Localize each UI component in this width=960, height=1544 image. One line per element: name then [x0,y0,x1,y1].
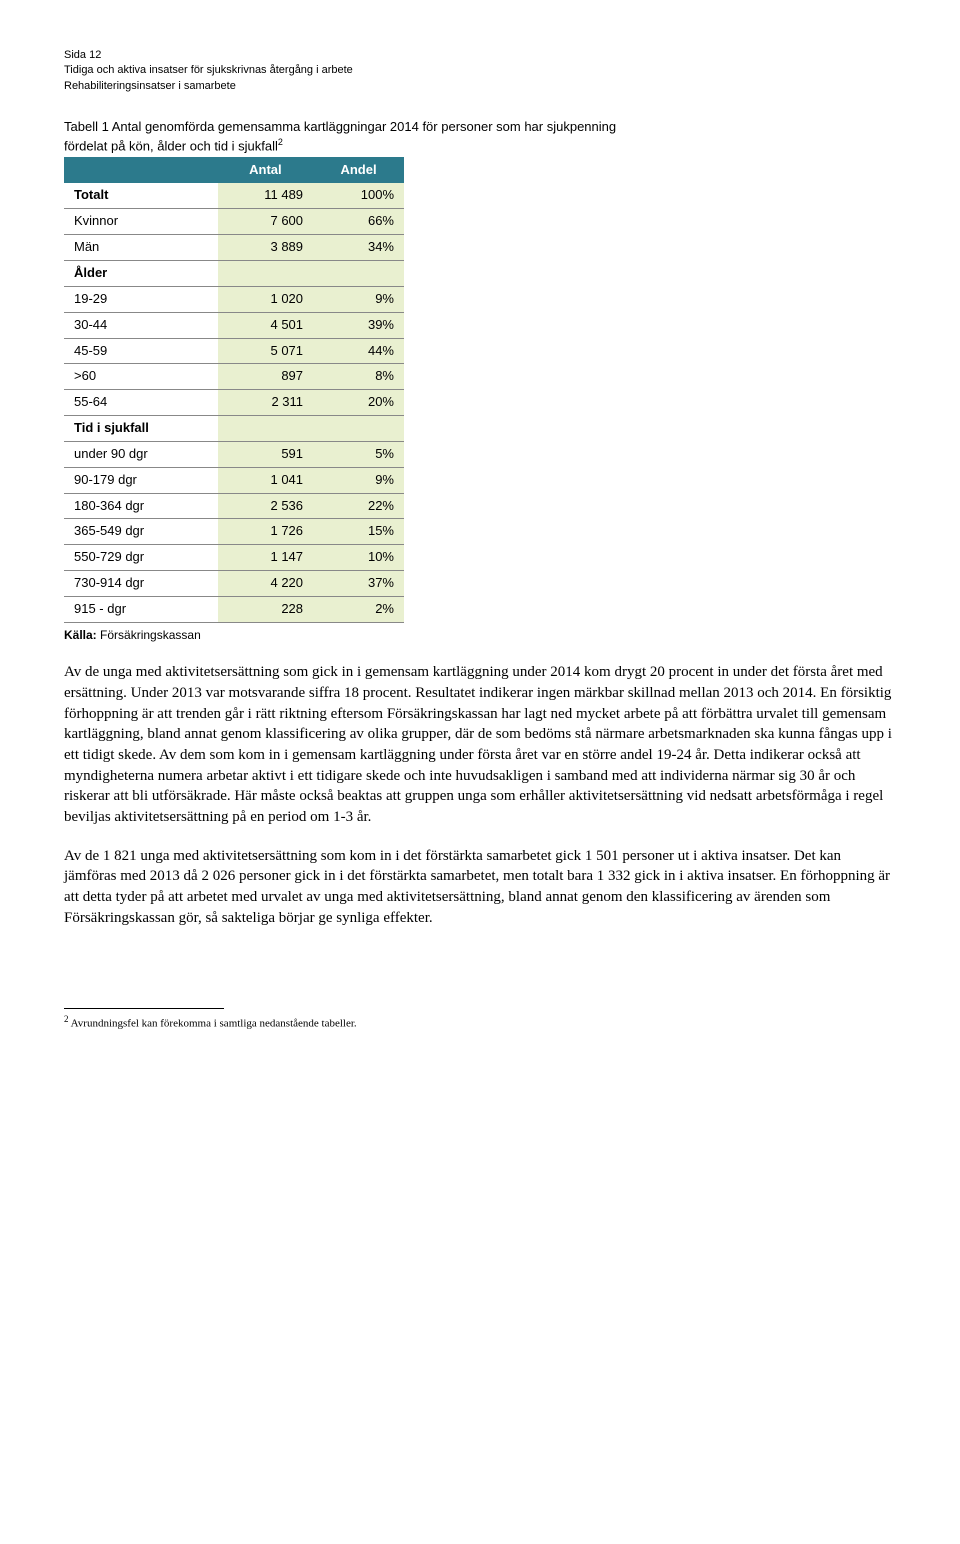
footnote-text: Avrundningsfel kan förekomma i samtliga … [71,1018,357,1030]
row-andel: 44% [313,338,404,364]
row-label: 365-549 dgr [64,519,218,545]
row-label: Ålder [64,260,218,286]
row-antal: 5 071 [218,338,313,364]
page-header: Sida 12 Tidiga och aktiva insatser för s… [64,48,896,94]
doc-subtitle: Rehabiliteringsinsatser i samarbete [64,79,896,94]
row-label: 45-59 [64,338,218,364]
table-caption: Tabell 1 Antal genomförda gemensamma kar… [64,118,624,154]
row-label: 55-64 [64,390,218,416]
table-row: 90-179 dgr1 0419% [64,467,404,493]
table-source: Källa: Försäkringskassan [64,627,896,644]
table-row: 19-291 0209% [64,286,404,312]
row-andel: 15% [313,519,404,545]
row-antal: 2 536 [218,493,313,519]
row-andel: 66% [313,209,404,235]
row-antal: 228 [218,596,313,622]
row-label: 19-29 [64,286,218,312]
table-row: Totalt11 489100% [64,183,404,208]
source-value: Försäkringskassan [100,628,201,642]
row-antal: 11 489 [218,183,313,208]
row-label: >60 [64,364,218,390]
table-row: 45-595 07144% [64,338,404,364]
row-andel: 22% [313,493,404,519]
col-andel: Andel [313,157,404,184]
body-paragraph-2: Av de 1 821 unga med aktivitetsersättnin… [64,846,896,929]
doc-title: Tidiga och aktiva insatser för sjukskriv… [64,63,896,78]
table-row: Kvinnor7 60066% [64,209,404,235]
row-label: Kvinnor [64,209,218,235]
table-header-row: Antal Andel [64,157,404,184]
table-row: 730-914 dgr4 22037% [64,571,404,597]
row-label: 730-914 dgr [64,571,218,597]
row-andel: 100% [313,183,404,208]
source-label: Källa: [64,628,97,642]
body-paragraph-1: Av de unga med aktivitetsersättning som … [64,662,896,828]
table-row: 550-729 dgr1 14710% [64,545,404,571]
row-antal: 591 [218,441,313,467]
row-label: 90-179 dgr [64,467,218,493]
table-row: Tid i sjukfall [64,416,404,442]
caption-text: Tabell 1 Antal genomförda gemensamma kar… [64,119,616,153]
row-label: Tid i sjukfall [64,416,218,442]
row-antal: 4 501 [218,312,313,338]
row-andel: 2% [313,596,404,622]
table-row: >608978% [64,364,404,390]
row-label: 180-364 dgr [64,493,218,519]
table-row: 365-549 dgr1 72615% [64,519,404,545]
table-row: under 90 dgr5915% [64,441,404,467]
row-andel: 39% [313,312,404,338]
table-row: 55-642 31120% [64,390,404,416]
row-antal [218,260,313,286]
col-antal: Antal [218,157,313,184]
row-antal: 1 147 [218,545,313,571]
row-antal: 2 311 [218,390,313,416]
data-table: Antal Andel Totalt11 489100%Kvinnor7 600… [64,157,404,623]
row-andel: 10% [313,545,404,571]
row-antal: 897 [218,364,313,390]
row-antal: 3 889 [218,235,313,261]
row-label: Män [64,235,218,261]
row-label: 915 - dgr [64,596,218,622]
table-row: 180-364 dgr2 53622% [64,493,404,519]
row-andel: 9% [313,467,404,493]
row-andel: 5% [313,441,404,467]
table-row: Män3 88934% [64,235,404,261]
row-label: under 90 dgr [64,441,218,467]
table-row: 30-444 50139% [64,312,404,338]
row-label: Totalt [64,183,218,208]
row-antal: 1 726 [218,519,313,545]
footnote: 2 Avrundningsfel kan förekomma i samtlig… [64,1013,896,1033]
col-blank [64,157,218,184]
row-andel [313,260,404,286]
row-label: 550-729 dgr [64,545,218,571]
footnote-separator [64,1008,224,1009]
row-andel: 9% [313,286,404,312]
row-antal: 1 041 [218,467,313,493]
row-andel: 37% [313,571,404,597]
row-andel: 20% [313,390,404,416]
row-andel: 8% [313,364,404,390]
row-antal: 4 220 [218,571,313,597]
row-antal [218,416,313,442]
row-antal: 7 600 [218,209,313,235]
table-row: Ålder [64,260,404,286]
row-andel [313,416,404,442]
row-andel: 34% [313,235,404,261]
row-label: 30-44 [64,312,218,338]
footnote-marker: 2 [64,1014,69,1024]
table-body: Totalt11 489100%Kvinnor7 60066%Män3 8893… [64,183,404,622]
page-number: Sida 12 [64,48,896,63]
row-antal: 1 020 [218,286,313,312]
caption-footnote-ref: 2 [278,137,283,147]
table-row: 915 - dgr2282% [64,596,404,622]
